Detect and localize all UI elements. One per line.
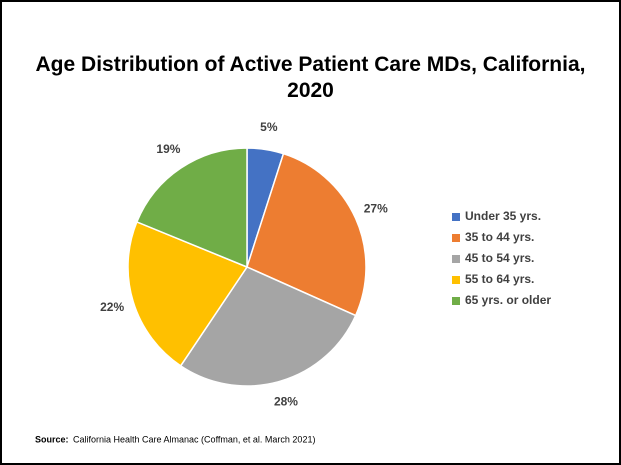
legend-label: 35 to 44 yrs. [465,230,534,244]
pie-slice [135,147,248,269]
data-label: 28% [274,395,298,409]
legend-swatch [452,234,460,242]
legend-label: 55 to 64 yrs. [465,272,534,286]
pie-slice [246,152,367,317]
data-label: 27% [364,202,388,216]
legend-label: 45 to 54 yrs. [465,251,534,265]
data-label: 5% [260,120,278,134]
pie-slice [127,220,249,367]
legend-swatch [452,297,460,305]
source: California Health Care Almanac (Coffman,… [73,434,315,444]
pie-slice [179,266,357,387]
legend-swatch [452,213,460,221]
legend-label: 65 yrs. or older [465,293,551,307]
source-label: Source: [35,434,69,444]
legend-label: Under 35 yrs. [465,209,541,223]
legend-swatch [452,255,460,263]
legend-swatch [452,276,460,284]
data-label: 19% [156,142,180,156]
data-label: 22% [100,300,124,314]
chart-title: Age Distribution of Active Patient Care … [35,53,586,102]
